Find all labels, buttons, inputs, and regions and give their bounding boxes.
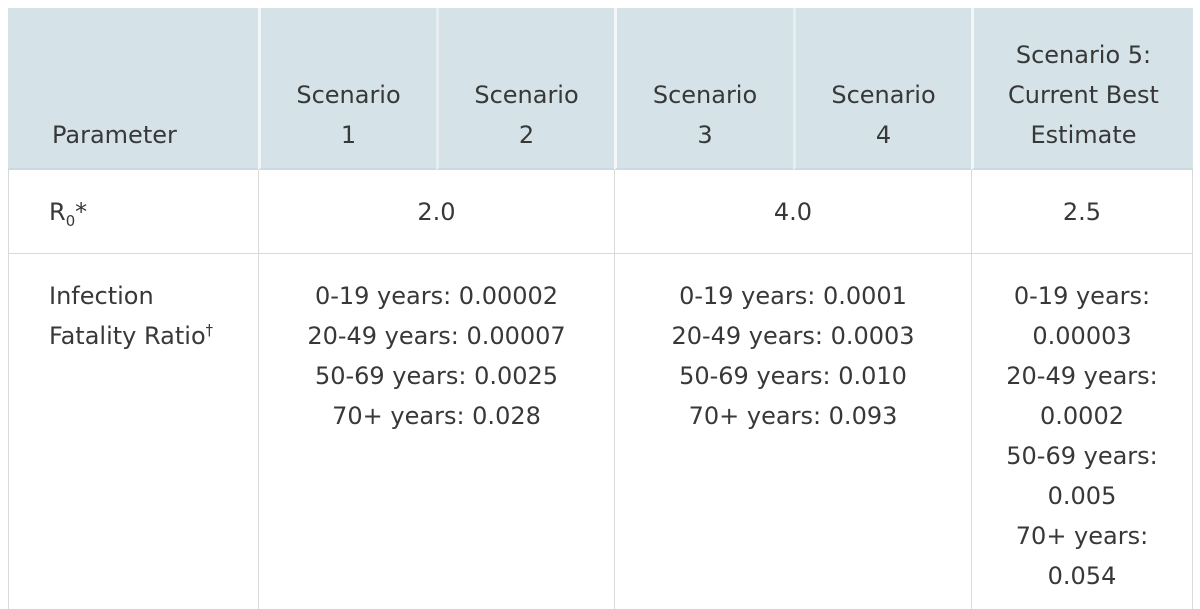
ifr-footnote-dagger: † (205, 321, 214, 339)
age-group-value-line: 0-19 years: 0.00002 (314, 282, 559, 310)
age-group-value-line: 70+ years: 0.054 (1015, 522, 1149, 590)
column-header-scenario-5-current-best-estimate: Scenario 5: Current Best Estimate (971, 8, 1193, 170)
r0-value-scenario-1-2: 2.0 (258, 170, 614, 254)
column-header-scenario-2: Scenario 2 (436, 8, 614, 170)
pandemic-scenario-parameters-table: Parameter Scenario 1 Scenario 2 Scenario… (8, 8, 1193, 609)
age-group-value-line: 0-19 years: 0.0001 (679, 282, 907, 310)
age-group-value-line: 70+ years: 0.093 (688, 402, 898, 430)
parameter-name-r0: R0* (8, 170, 258, 254)
ifr-values-scenario-1-2: 0-19 years: 0.00002 20-49 years: 0.00007 5… (258, 254, 614, 609)
r0-subscript: 0 (65, 211, 76, 230)
row-r0: R0* 2.0 4.0 2.5 (8, 170, 1193, 254)
age-group-value-line: 70+ years: 0.028 (332, 402, 541, 430)
r0-symbol: R (49, 197, 66, 226)
age-group-value-line: 20-49 years: 0.0003 (671, 322, 915, 350)
r0-value-scenario-3-4: 4.0 (614, 170, 971, 254)
age-group-value-line: 50-69 years: 0.0025 (314, 362, 559, 390)
column-header-scenario-4: Scenario 4 (793, 8, 971, 170)
age-group-value-line: 50-69 years: 0.005 (1006, 442, 1158, 510)
table-body: R0* 2.0 4.0 2.5 Infection Fatality Ratio… (8, 170, 1193, 609)
r0-value-scenario-5: 2.5 (971, 170, 1193, 254)
table-header: Parameter Scenario 1 Scenario 2 Scenario… (8, 8, 1193, 170)
age-group-value-line: 50-69 years: 0.010 (679, 362, 907, 390)
age-group-value-line: 20-49 years: 0.00007 (307, 322, 566, 350)
column-header-parameter: Parameter (8, 8, 258, 170)
ifr-label: Infection Fatality Ratio (49, 282, 206, 350)
column-header-scenario-1: Scenario 1 (258, 8, 436, 170)
parameter-name-ifr: Infection Fatality Ratio† (8, 254, 258, 609)
age-group-value-line: 0-19 years: 0.00003 (1013, 282, 1151, 350)
header-row: Parameter Scenario 1 Scenario 2 Scenario… (8, 8, 1193, 170)
ifr-values-scenario-5: 0-19 years: 0.00003 20-49 years: 0.0002 50… (971, 254, 1193, 609)
r0-footnote-asterisk: * (75, 197, 88, 226)
row-infection-fatality-ratio: Infection Fatality Ratio† 0-19 years: 0.… (8, 254, 1193, 609)
ifr-values-scenario-3-4: 0-19 years: 0.0001 20-49 years: 0.0003 50-… (614, 254, 971, 609)
age-group-value-line: 20-49 years: 0.0002 (1006, 362, 1158, 430)
column-header-scenario-3: Scenario 3 (614, 8, 793, 170)
